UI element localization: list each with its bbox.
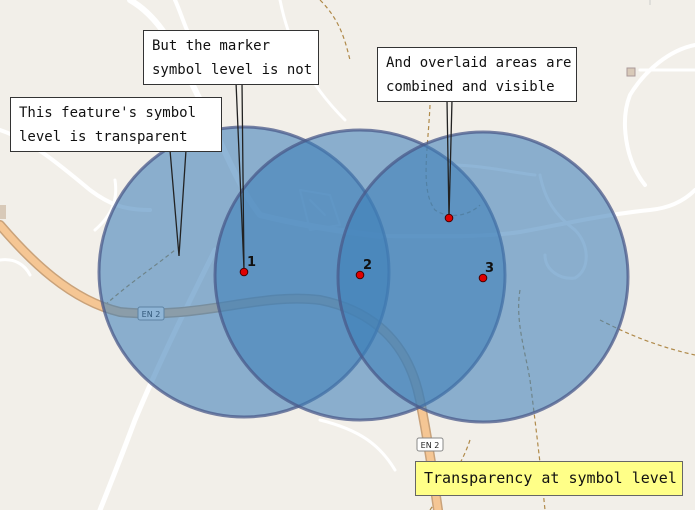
callout-1-line-1: This feature's symbol <box>19 101 213 125</box>
building <box>627 68 635 76</box>
map-title-box: Transparency at symbol level <box>415 461 683 496</box>
callout-box-1: This feature's symbol level is transpare… <box>10 97 222 152</box>
marker-label-3: 3 <box>485 261 494 276</box>
marker-label-2: 2 <box>363 258 372 273</box>
callout-box-2: But the marker symbol level is not <box>143 30 319 85</box>
road-label-2: EN 2 <box>421 441 440 450</box>
building-west <box>0 205 6 219</box>
callout-3-line-1: And overlaid areas are <box>386 51 568 75</box>
road-shield-2: EN 2 <box>417 438 443 451</box>
callout-1-line-2: level is transparent <box>19 125 213 149</box>
callout-2-line-2: symbol level is not <box>152 58 310 82</box>
callout-3-line-2: combined and visible <box>386 75 568 99</box>
callout-box-3: And overlaid areas are combined and visi… <box>377 47 577 102</box>
marker-label-1: 1 <box>247 255 256 270</box>
callout-2-line-1: But the marker <box>152 34 310 58</box>
marker-unlabeled[interactable] <box>445 214 453 222</box>
